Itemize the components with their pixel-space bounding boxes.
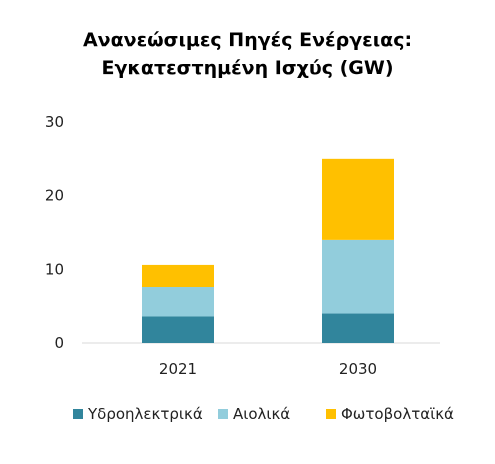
y-tick-label: 30 bbox=[45, 113, 64, 131]
legend-label: Υδροηλεκτρικά bbox=[87, 405, 203, 423]
bar-segment bbox=[142, 316, 214, 343]
legend-swatch bbox=[218, 409, 228, 419]
bar-segment bbox=[142, 287, 214, 317]
bar-segment bbox=[142, 264, 214, 288]
y-tick-label: 10 bbox=[45, 260, 64, 278]
legend-label: Φωτοβολταϊκά bbox=[341, 405, 454, 423]
chart-title-line-1: Ανανεώσιμες Πηγές Ενέργειας: bbox=[82, 29, 413, 51]
y-tick-label: 0 bbox=[54, 334, 64, 352]
legend-label: Αιολικά bbox=[233, 405, 290, 423]
bar-segment bbox=[322, 158, 394, 240]
legend-swatch bbox=[326, 409, 336, 419]
chart-title-line-2: Εγκατεστημένη Ισχύς (GW) bbox=[101, 57, 394, 79]
chart-title: Ανανεώσιμες Πηγές Ενέργειας: Εγκατεστημέ… bbox=[0, 26, 495, 82]
bar-segment bbox=[322, 313, 394, 343]
x-tick-label: 2021 bbox=[159, 360, 197, 378]
y-tick-label: 20 bbox=[45, 187, 64, 205]
bar-segment bbox=[322, 239, 394, 314]
legend-swatch bbox=[73, 409, 83, 419]
x-tick-label: 2030 bbox=[339, 360, 377, 378]
